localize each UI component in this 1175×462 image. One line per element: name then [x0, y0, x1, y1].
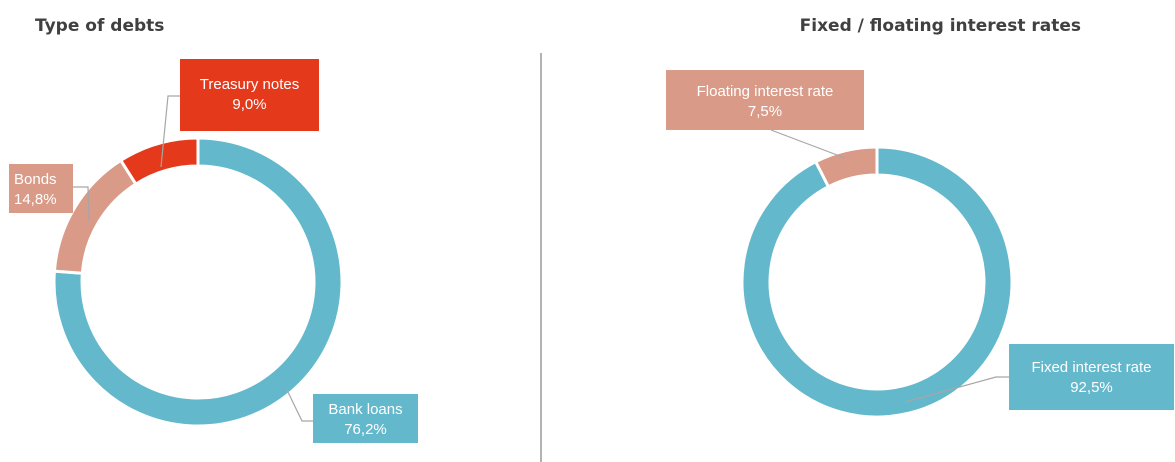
data-label-box-bank-loans — [313, 394, 418, 443]
data-label-bank-loans: Bank loans 76,2% — [313, 394, 418, 443]
data-label-category-bonds: Bonds — [14, 171, 57, 188]
data-label-category-bank-loans: Bank loans — [328, 401, 402, 418]
data-label-box-treasury-notes — [180, 59, 319, 131]
data-label-value-fixed: 92,5% — [1070, 379, 1113, 396]
data-label-fixed-interest-rate: Fixed interest rate 92,5% — [1009, 344, 1174, 410]
leader-line-treasury-notes — [160, 95, 183, 168]
leader-line-fixed — [904, 376, 1009, 403]
donut-type-of-debts — [52, 136, 344, 428]
leader-lines — [73, 95, 1009, 422]
data-label-value-treasury-notes: 9,0% — [232, 96, 266, 113]
donut-slice-floating-interest-rate — [813, 145, 879, 189]
data-label-value-floating: 7,5% — [748, 103, 782, 120]
data-label-category-treasury-notes: Treasury notes — [200, 76, 300, 93]
chart-title-type-of-debts: Type of debts — [35, 16, 164, 36]
leader-line-bank-loans — [286, 389, 316, 422]
data-label-box-bonds — [9, 164, 73, 213]
donut-slice-bank-loans — [52, 136, 344, 428]
data-label-value-bonds: 14,8% — [14, 191, 57, 208]
data-label-category-floating: Floating interest rate — [697, 83, 834, 100]
chart-title-fixed-floating: Fixed / floating interest rates — [800, 16, 1081, 36]
leader-line-floating — [770, 129, 846, 159]
donut-interest-rates — [740, 145, 1014, 419]
leader-line-bonds — [73, 186, 90, 223]
data-label-box-floating — [666, 70, 864, 130]
data-label-floating-interest-rate: Floating interest rate 7,5% — [666, 70, 864, 130]
data-label-bonds: Bonds 14,8% — [9, 164, 73, 213]
donut-slice-treasury-notes — [118, 136, 200, 187]
data-label-box-fixed — [1009, 344, 1174, 410]
data-label-value-bank-loans: 76,2% — [344, 421, 387, 438]
donut-slice-fixed-interest-rate — [740, 145, 1014, 419]
data-label-treasury-notes: Treasury notes 9,0% — [180, 59, 319, 131]
data-label-category-fixed: Fixed interest rate — [1031, 359, 1151, 376]
